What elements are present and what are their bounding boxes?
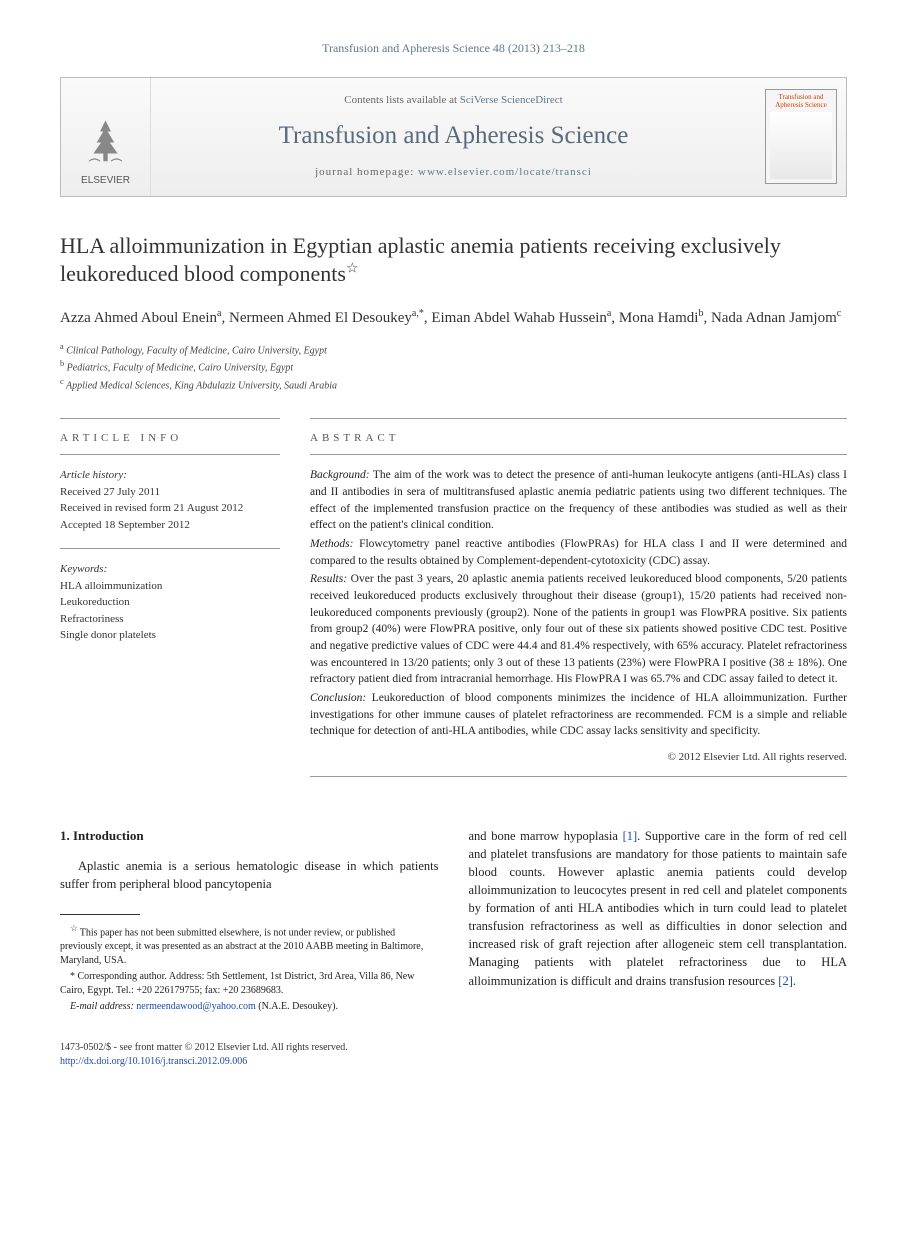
author-2: Nermeen Ahmed El Desoukey: [229, 310, 412, 326]
article-info-label: ARTICLE INFO: [60, 419, 280, 455]
author-5: Nada Adnan Jamjom: [711, 310, 837, 326]
journal-cover-thumb: Transfusion and Apheresis Science: [765, 89, 837, 184]
abstract-label: ABSTRACT: [310, 419, 847, 455]
article-info-column: ARTICLE INFO Article history: Received 2…: [60, 418, 280, 777]
keywords-block: Keywords: HLA alloimmunization Leukoredu…: [60, 561, 280, 644]
article-title: HLA alloimmunization in Egyptian aplasti…: [60, 232, 847, 289]
journal-name: Transfusion and Apheresis Science: [161, 118, 746, 153]
background-lead: Background:: [310, 469, 370, 481]
divider: [60, 548, 280, 549]
history-header: Article history:: [60, 467, 280, 484]
results-lead: Results:: [310, 573, 347, 585]
issn-line: 1473-0502/$ - see front matter © 2012 El…: [60, 1041, 847, 1055]
info-abstract-row: ARTICLE INFO Article history: Received 2…: [60, 418, 847, 777]
author-5-sup: c: [837, 308, 841, 319]
footnote-email: E-mail address: nermeendawood@yahoo.com …: [60, 1000, 439, 1014]
publisher-name: ELSEVIER: [81, 174, 130, 188]
author-4-sup: b: [698, 308, 703, 319]
received-date: Received 27 July 2011: [60, 484, 280, 501]
publisher-logo-block: ELSEVIER: [61, 78, 151, 196]
abstract-text: Background: The aim of the work was to d…: [310, 467, 847, 740]
ref-1-link[interactable]: [1]: [623, 829, 638, 843]
intro-paragraph-1: Aplastic anemia is a serious hematologic…: [60, 857, 439, 893]
col2-text-c: .: [793, 974, 796, 988]
email-link[interactable]: nermeendawood@yahoo.com: [136, 1001, 255, 1012]
affiliations: a Clinical Pathology, Faculty of Medicin…: [60, 341, 847, 393]
methods-lead: Methods:: [310, 538, 353, 550]
footnote-corresponding: * Corresponding author. Address: 5th Set…: [60, 970, 439, 998]
footnotes: ☆ This paper has not been submitted else…: [60, 923, 439, 1014]
accepted-date: Accepted 18 September 2012: [60, 517, 280, 534]
footer-block: 1473-0502/$ - see front matter © 2012 El…: [60, 1041, 847, 1069]
masthead: ELSEVIER Contents lists available at Sci…: [60, 77, 847, 197]
author-3: Eiman Abdel Wahab Hussein: [431, 310, 607, 326]
title-star: ☆: [346, 262, 359, 277]
methods-text: Flowcytometry panel reactive antibodies …: [310, 538, 847, 567]
results-text: Over the past 3 years, 20 aplastic anemi…: [310, 573, 847, 685]
sciencedirect-link[interactable]: SciVerse ScienceDirect: [460, 94, 563, 106]
journal-reference: Transfusion and Apheresis Science 48 (20…: [60, 40, 847, 57]
divider: [310, 776, 847, 777]
introduction-heading: 1. Introduction: [60, 827, 439, 846]
keyword-3: Refractoriness: [60, 611, 280, 628]
footnote-star: ☆ This paper has not been submitted else…: [60, 923, 439, 968]
contents-prefix: Contents lists available at: [344, 94, 459, 106]
author-4: Mona Hamdi: [619, 310, 699, 326]
author-1-sup: a: [217, 308, 221, 319]
col2-paragraph: and bone marrow hypoplasia [1]. Supporti…: [469, 827, 848, 990]
footnote-divider: [60, 914, 140, 915]
col2-text-b: . Supportive care in the form of red cel…: [469, 829, 848, 988]
email-tail: (N.A.E. Desoukey).: [256, 1001, 338, 1012]
contents-line: Contents lists available at SciVerse Sci…: [161, 93, 746, 108]
authors-list: Azza Ahmed Aboul Eneina, Nermeen Ahmed E…: [60, 307, 847, 329]
homepage-line: journal homepage: www.elsevier.com/locat…: [161, 165, 746, 180]
ref-2-link[interactable]: [2]: [778, 974, 793, 988]
cover-thumb-block: Transfusion and Apheresis Science: [756, 78, 846, 196]
email-lead: E-mail address:: [70, 1001, 134, 1012]
keyword-4: Single donor platelets: [60, 627, 280, 644]
affiliation-b: b Pediatrics, Faculty of Medicine, Cairo…: [60, 358, 847, 375]
body-column-right: and bone marrow hypoplasia [1]. Supporti…: [469, 827, 848, 1016]
masthead-center: Contents lists available at SciVerse Sci…: [151, 78, 756, 196]
homepage-prefix: journal homepage:: [315, 166, 418, 178]
affiliation-a: a Clinical Pathology, Faculty of Medicin…: [60, 341, 847, 358]
article-history: Article history: Received 27 July 2011 R…: [60, 467, 280, 533]
conclusion-lead: Conclusion:: [310, 692, 366, 704]
author-3-sup: a: [607, 308, 611, 319]
col2-text-a: and bone marrow hypoplasia: [469, 829, 623, 843]
background-text: The aim of the work was to detect the pr…: [310, 469, 847, 531]
affiliation-c-text: Applied Medical Sciences, King Abdulaziz…: [66, 380, 337, 391]
doi-link[interactable]: http://dx.doi.org/10.1016/j.transci.2012…: [60, 1056, 247, 1067]
elsevier-tree-icon: [78, 115, 133, 170]
author-2-sup: a,*: [412, 308, 424, 319]
homepage-link[interactable]: www.elsevier.com/locate/transci: [418, 166, 592, 178]
revised-date: Received in revised form 21 August 2012: [60, 500, 280, 517]
abstract-column: ABSTRACT Background: The aim of the work…: [310, 418, 847, 777]
keyword-2: Leukoreduction: [60, 594, 280, 611]
cover-thumb-body: [770, 112, 832, 180]
title-text: HLA alloimmunization in Egyptian aplasti…: [60, 233, 781, 287]
keyword-1: HLA alloimmunization: [60, 578, 280, 595]
body-columns: 1. Introduction Aplastic anemia is a ser…: [60, 827, 847, 1016]
conclusion-text: Leukoreduction of blood components minim…: [310, 692, 847, 737]
keywords-header: Keywords:: [60, 561, 280, 578]
body-column-left: 1. Introduction Aplastic anemia is a ser…: [60, 827, 439, 1016]
affiliation-b-text: Pediatrics, Faculty of Medicine, Cairo U…: [67, 363, 294, 374]
cover-thumb-title: Transfusion and Apheresis Science: [770, 94, 832, 109]
affiliation-a-text: Clinical Pathology, Faculty of Medicine,…: [66, 345, 327, 356]
author-1: Azza Ahmed Aboul Enein: [60, 310, 217, 326]
footnote-star-text: This paper has not been submitted elsewh…: [60, 927, 423, 966]
affiliation-c: c Applied Medical Sciences, King Abdulaz…: [60, 376, 847, 393]
abstract-copyright: © 2012 Elsevier Ltd. All rights reserved…: [310, 750, 847, 765]
